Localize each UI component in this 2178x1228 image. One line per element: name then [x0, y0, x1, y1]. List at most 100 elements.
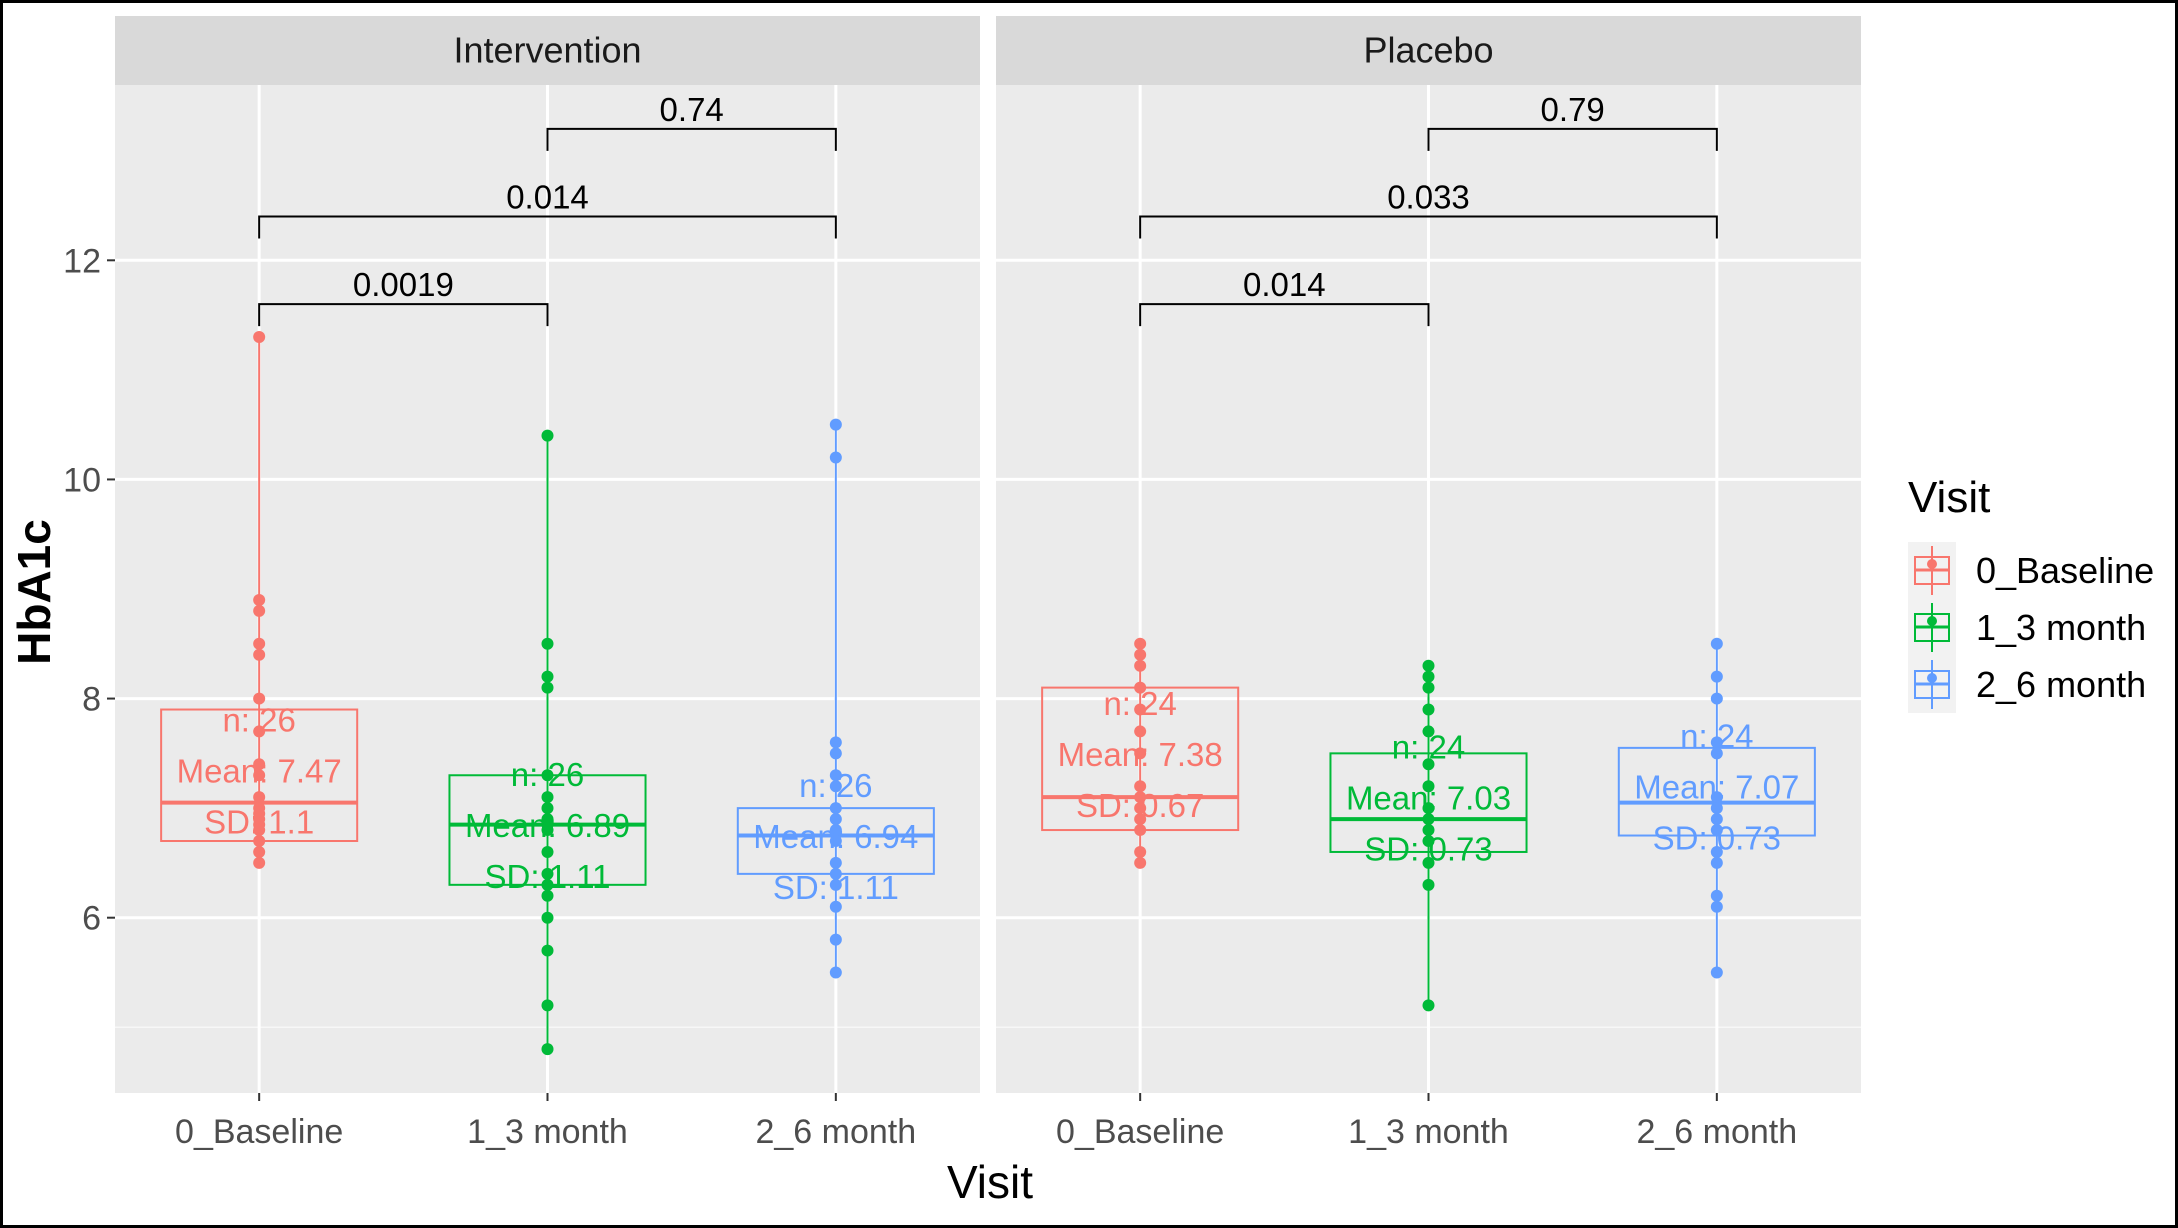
data-point [829, 769, 842, 782]
data-point [1710, 670, 1723, 683]
data-point [829, 736, 842, 749]
data-point [253, 835, 266, 847]
data-point [1422, 856, 1435, 869]
bracket-line [546, 127, 837, 151]
data-point [829, 747, 842, 760]
data-point [541, 867, 554, 880]
y-tick-label: 12 [63, 242, 101, 280]
box-group-2-6-month: n: 26 Mean: 6.94 SD: 1.11 [736, 418, 935, 979]
sd-label: SD: 0.73 [1653, 820, 1781, 857]
p-value-label: 0.0019 [353, 266, 454, 303]
y-tick-label: 6 [82, 900, 101, 938]
data-point [1134, 637, 1147, 650]
data-point [253, 637, 266, 650]
x-tick-label: 2_6 month [1636, 1113, 1797, 1151]
mean-label: Mean: 6.94 [753, 818, 918, 855]
y-tick-label: 8 [82, 681, 101, 719]
data-point [253, 791, 266, 804]
data-point [253, 604, 266, 617]
data-point [541, 769, 554, 782]
y-axis: 6 8 10 12 [63, 242, 115, 938]
data-point [1134, 791, 1147, 804]
mean-label: Mean: 7.07 [1634, 769, 1799, 806]
data-point [253, 725, 266, 738]
data-point [1134, 659, 1147, 672]
mean-label: Mean: 7.38 [1058, 736, 1223, 773]
data-point [829, 856, 842, 869]
data-point [829, 900, 842, 913]
data-point [253, 769, 266, 782]
data-point [1710, 824, 1723, 837]
data-point [1710, 813, 1723, 826]
data-point [541, 637, 554, 650]
data-point [1134, 703, 1147, 716]
mean-label: Mean: 7.03 [1346, 780, 1511, 817]
data-point [1134, 845, 1147, 858]
data-point [1422, 703, 1435, 716]
legend-key-point [1927, 616, 1937, 626]
sd-label: SD: 1.11 [485, 858, 611, 895]
data-point [1710, 637, 1723, 650]
p-value-label: 0.79 [1541, 91, 1605, 128]
sd-label: SD: 0.67 [1076, 787, 1204, 824]
comparison-bracket: 0.014 [1139, 266, 1430, 327]
data-point [829, 933, 842, 946]
legend-title: Visit [1908, 473, 1990, 522]
legend-label: 1_3 month [1976, 607, 2146, 648]
n-label: n: 26 [799, 767, 872, 804]
comparison-bracket: 0.79 [1427, 91, 1718, 151]
box [1329, 752, 1528, 853]
x-tick-label: 2_6 month [755, 1113, 916, 1151]
data-point [541, 845, 554, 858]
data-point [541, 824, 554, 837]
data-point [829, 451, 842, 464]
legend-key-point [1927, 559, 1937, 569]
facet-panel-placebo: Placebo n: 24 Mean: 7.38 SD: 0.67 n: 24 Mean:… [996, 16, 1861, 1151]
data-point [829, 802, 842, 815]
facet-strip-label: Intervention [453, 30, 641, 71]
legend-entry: 1_3 month [1908, 599, 2146, 656]
data-point [541, 878, 554, 891]
data-point [1710, 692, 1723, 705]
data-point [541, 670, 554, 683]
data-point [1422, 999, 1435, 1012]
data-point [1710, 791, 1723, 804]
y-axis-title: HbA1c [8, 519, 60, 665]
data-point [541, 999, 554, 1012]
data-point [1134, 648, 1147, 661]
data-point [829, 878, 842, 891]
y-tick-label: 10 [63, 461, 101, 499]
data-point [829, 418, 842, 431]
data-point [253, 824, 266, 837]
data-point [1134, 813, 1147, 826]
data-point [1422, 670, 1435, 683]
data-point [253, 648, 266, 661]
sd-label: SD: 0.73 [1364, 831, 1492, 868]
data-point [1134, 747, 1147, 760]
data-point [253, 856, 266, 869]
data-point [829, 824, 842, 837]
box-group-1-3-month: n: 24 Mean: 7.03 SD: 0.73 [1329, 659, 1528, 1012]
legend-entry: 0_Baseline [1908, 542, 2154, 599]
bracket-line [1139, 303, 1430, 327]
data-point [1710, 802, 1723, 815]
data-point [1422, 725, 1435, 738]
data-point [253, 331, 266, 343]
data-point [1422, 681, 1435, 694]
p-value-label: 0.014 [1243, 266, 1326, 303]
bracket-line [1139, 215, 1718, 239]
data-point [1422, 659, 1435, 672]
data-point [1134, 856, 1147, 869]
data-point [1422, 780, 1435, 793]
data-point [253, 758, 266, 771]
data-point [829, 813, 842, 826]
data-point [253, 593, 266, 606]
box-group-1-3-month: n: 26 Mean: 6.89 SD: 1.11 [448, 429, 647, 1056]
data-point [541, 889, 554, 902]
n-label: n: 24 [1392, 729, 1465, 766]
data-point [541, 944, 554, 957]
data-point [1422, 813, 1435, 826]
box-group-2-6-month: n: 24 Mean: 7.07 SD: 0.73 [1617, 637, 1816, 979]
data-point [1710, 900, 1723, 913]
